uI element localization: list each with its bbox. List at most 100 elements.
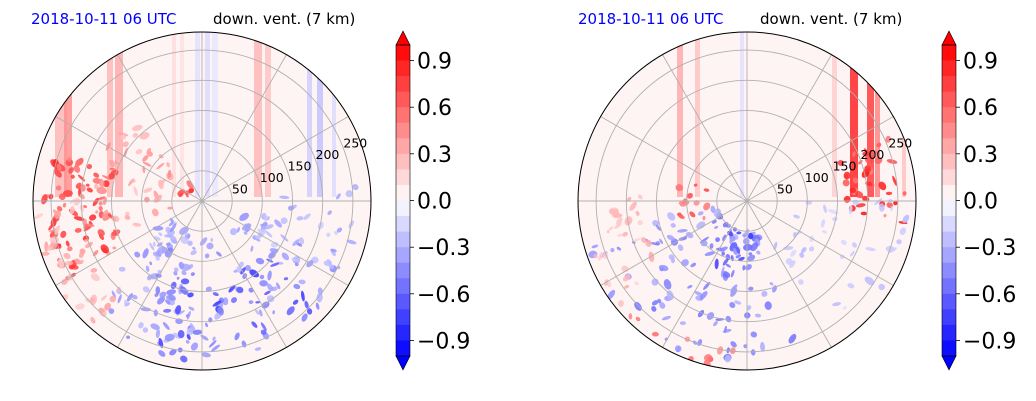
polar-grid <box>33 32 371 370</box>
field-cell <box>243 231 248 235</box>
field-cell <box>687 284 693 289</box>
field-cell <box>142 154 149 162</box>
field-cell <box>651 300 659 306</box>
field-cell <box>158 337 164 348</box>
field-cell <box>142 248 149 259</box>
field-cell <box>83 239 88 243</box>
field-cell <box>315 302 320 310</box>
radial-tick-label: 200 <box>861 147 885 162</box>
colorbar <box>941 30 960 371</box>
polar-frame <box>577 31 917 371</box>
field-cell <box>132 132 139 138</box>
field-cell <box>748 232 754 240</box>
field-cell <box>181 270 187 276</box>
field-cell <box>286 306 295 316</box>
field-cell <box>714 225 719 229</box>
colorbar-level <box>942 278 956 295</box>
colorbar-extend-max <box>395 30 411 46</box>
field-cell <box>842 179 850 187</box>
field-cell <box>79 193 85 200</box>
field-cell <box>735 254 742 259</box>
field-cell <box>254 347 262 351</box>
field-cell <box>249 269 260 278</box>
field-cell <box>858 159 863 165</box>
field-cell <box>659 302 666 309</box>
angular-gridline <box>746 54 832 202</box>
field-cell <box>234 332 240 341</box>
field-cell <box>729 347 736 355</box>
colorbar-tick-label: 0.3 <box>963 143 998 168</box>
field-cell <box>69 206 75 214</box>
field-cell <box>693 200 700 206</box>
field-cell <box>158 232 163 236</box>
field-cell <box>270 241 279 248</box>
field-cell <box>152 225 164 231</box>
field-cell <box>865 247 876 252</box>
field-cell <box>240 267 246 275</box>
field-cell <box>166 162 171 168</box>
field-cell <box>142 327 149 333</box>
field-cell <box>260 322 267 332</box>
polar-panel-right: 2018-10-11 06 UTC down. vent. (7 km) 50 … <box>577 10 1016 371</box>
colorbar-level <box>396 169 410 186</box>
field-cell <box>146 274 152 281</box>
colorbar-level <box>396 293 410 310</box>
field-cell <box>139 132 150 140</box>
field-cell <box>748 286 754 291</box>
field-cell <box>723 325 728 333</box>
field-cell <box>686 192 693 199</box>
field-cell <box>175 305 182 315</box>
field-cell <box>616 217 623 226</box>
field-cell <box>210 238 214 242</box>
field-cell <box>657 298 662 304</box>
field-cell <box>259 274 265 280</box>
field-cell <box>85 241 93 249</box>
field-cell <box>902 214 910 224</box>
field-cell <box>239 261 244 268</box>
field-cell <box>306 308 313 315</box>
field-cell <box>46 245 53 251</box>
field-cell <box>742 265 746 271</box>
radial-tick-label: 50 <box>777 182 793 197</box>
field-cell <box>840 239 847 246</box>
field-cell <box>60 230 67 238</box>
field-cell <box>655 224 661 231</box>
field-cell <box>743 344 748 349</box>
field-strip <box>107 32 113 197</box>
field-cell <box>192 246 196 250</box>
field-cell <box>849 187 857 194</box>
field-cell <box>624 216 633 226</box>
field-cell <box>143 187 153 193</box>
field-cell <box>622 231 628 237</box>
field-cell <box>843 306 847 310</box>
field-cell <box>142 161 152 167</box>
field-strip <box>212 32 218 197</box>
field-strip <box>265 32 271 197</box>
field-cell <box>180 278 190 285</box>
field-cell <box>635 210 640 216</box>
field-cell <box>155 329 161 339</box>
polar-frame <box>32 31 372 371</box>
field-cell <box>67 246 73 252</box>
field-cell <box>159 178 166 186</box>
field-cell <box>157 296 165 305</box>
field-cell <box>67 156 72 163</box>
colorbar-tick-labels: 0.9 0.6 0.3 0.0 −0.3 −0.6 −0.9 <box>963 50 1016 355</box>
field-strip <box>307 32 312 197</box>
colorbar-level <box>942 184 956 201</box>
field-cell <box>268 252 276 259</box>
field-cell <box>245 264 251 272</box>
field-cell <box>40 251 50 256</box>
field-cell <box>328 264 335 270</box>
field-cell <box>292 239 300 247</box>
colorbar-extend-min <box>941 355 957 371</box>
field-cell <box>88 214 97 221</box>
field-cell <box>156 162 165 170</box>
colorbar-level <box>396 60 410 77</box>
field-cell <box>95 210 99 214</box>
field-cell <box>710 205 716 213</box>
field-cell <box>206 242 214 250</box>
colorbar-level <box>942 122 956 139</box>
field-cell <box>769 282 774 286</box>
